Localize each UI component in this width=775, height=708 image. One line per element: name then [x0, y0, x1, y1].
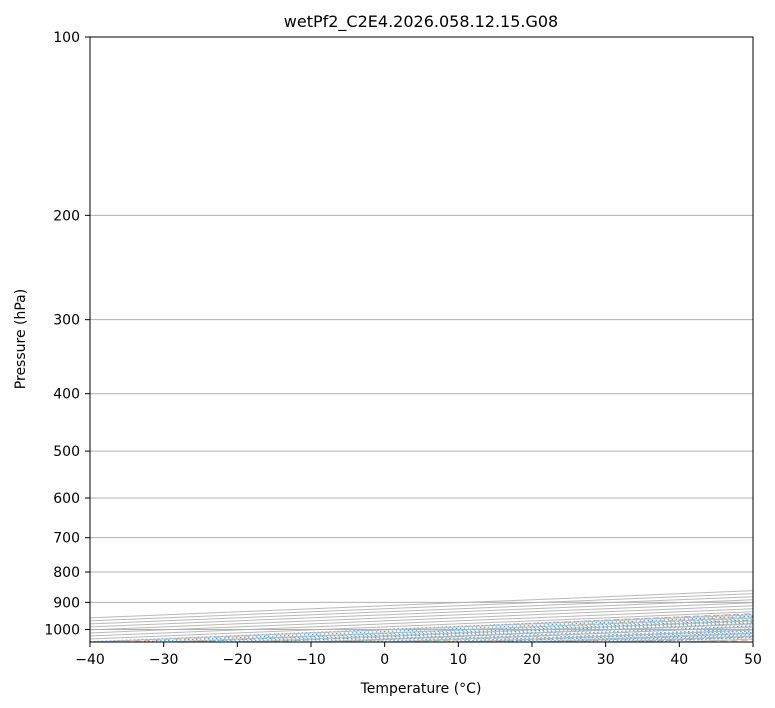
moist-adiabat	[533, 632, 753, 642]
skewed-isotherm	[605, 635, 753, 642]
moist-adiabat	[248, 619, 753, 642]
moist-adiabat	[677, 638, 753, 642]
chart-title: wetPf2_C2E4.2026.058.12.15.G08	[284, 12, 558, 32]
skewed-isotherm	[384, 626, 753, 642]
dry-adiabat	[636, 636, 753, 642]
skewed-isotherm	[90, 596, 753, 625]
skewed-isotherm	[458, 629, 753, 642]
x-tick-label: −10	[296, 652, 326, 668]
y-tick-label: 1000	[44, 622, 80, 638]
moist-adiabat	[175, 616, 753, 642]
x-tick-label: 0	[380, 652, 389, 668]
x-tick-label: −20	[223, 652, 253, 668]
skewed-isotherm	[310, 623, 753, 642]
skewed-isotherm	[90, 611, 753, 640]
dry-adiabat	[338, 622, 753, 642]
dry-adiabat	[412, 626, 753, 642]
y-tick-label: 800	[53, 565, 80, 581]
background-grid	[90, 37, 753, 642]
skewed-isotherm	[163, 617, 753, 642]
skewed-isotherm	[90, 614, 753, 642]
y-tick-label: 400	[53, 387, 80, 403]
mixing-ratio-line	[467, 629, 753, 642]
x-tick-label: 30	[597, 652, 615, 668]
moist-adiabat	[604, 635, 753, 642]
axes: −40 −30 −20 −10 0 10 20 30 40 50 100 200 300 400 500 60…	[44, 30, 762, 668]
dry-adiabat	[263, 619, 753, 642]
x-tick-label: 50	[744, 652, 762, 668]
x-tick-label: 40	[670, 652, 688, 668]
x-tick-label: 10	[449, 652, 467, 668]
skewed-isotherm	[90, 590, 753, 619]
dry-adiabat	[114, 613, 753, 642]
moist-adiabat	[462, 629, 753, 642]
x-axis-title: Temperature (°C)	[360, 681, 482, 697]
y-tick-label: 600	[53, 491, 80, 507]
y-tick-label: 200	[53, 208, 80, 224]
x-tick-label: −30	[149, 652, 179, 668]
dry-adiabat	[711, 639, 753, 642]
y-axis-title: Pressure (hPa)	[13, 289, 29, 389]
skewed-isotherm	[237, 620, 753, 642]
mixing-ratio-line	[131, 615, 753, 642]
skewed-isotherm	[90, 602, 753, 631]
mixing-ratio-line	[572, 633, 753, 642]
skewed-isotherm	[90, 593, 753, 622]
skewed-isotherm	[752, 641, 753, 642]
dry-adiabat	[188, 616, 753, 642]
y-tick-label: 500	[53, 444, 80, 460]
y-tick-label: 700	[53, 531, 80, 547]
x-tick-label: 20	[523, 652, 541, 668]
skewed-isotherm	[90, 605, 753, 634]
skewed-isotherm	[531, 632, 753, 642]
y-tick-label: 300	[53, 313, 80, 329]
moist-adiabat	[391, 626, 753, 642]
skewed-isotherm	[90, 599, 753, 628]
mixing-ratio-line	[546, 632, 753, 642]
dry-adiabat	[487, 629, 753, 642]
x-tick-label: −40	[75, 652, 105, 668]
y-tick-label: 900	[53, 595, 80, 611]
plot-frame	[89, 36, 754, 643]
y-tick-label: 100	[53, 30, 80, 46]
dry-adiabat	[562, 632, 753, 642]
moist-adiabat	[320, 622, 753, 642]
skewed-isotherm	[90, 608, 753, 637]
skewed-isotherm	[679, 638, 753, 642]
